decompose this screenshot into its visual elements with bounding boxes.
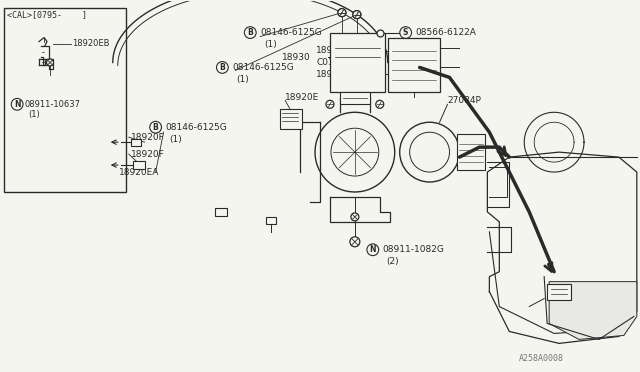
Circle shape <box>410 132 449 172</box>
Circle shape <box>350 237 360 247</box>
Bar <box>216 208 227 216</box>
Text: N: N <box>369 245 376 254</box>
Circle shape <box>315 112 395 192</box>
Text: A258A0008: A258A0008 <box>519 355 564 363</box>
Polygon shape <box>488 152 637 343</box>
Circle shape <box>351 213 359 221</box>
Text: 18920EA: 18920EA <box>119 167 159 177</box>
Text: 08911-10637: 08911-10637 <box>24 100 80 109</box>
Text: 08146-6125G: 08146-6125G <box>260 28 322 37</box>
Text: 18920EB: 18920EB <box>72 39 109 48</box>
Bar <box>4 8 125 192</box>
Text: B: B <box>248 28 253 37</box>
Text: (1): (1) <box>28 110 40 119</box>
Circle shape <box>47 59 54 66</box>
Text: 08146-6125G: 08146-6125G <box>166 123 227 132</box>
Text: 18910: 18910 <box>316 70 345 79</box>
Circle shape <box>400 122 460 182</box>
Bar <box>280 109 302 129</box>
Text: 18920F: 18920F <box>131 133 164 142</box>
Text: (2): (2) <box>387 257 399 266</box>
Circle shape <box>353 11 361 19</box>
Bar <box>547 283 571 299</box>
Polygon shape <box>549 282 637 339</box>
Text: B: B <box>153 123 159 132</box>
Text: 08911-1082G: 08911-1082G <box>383 245 445 254</box>
Text: N: N <box>14 100 20 109</box>
Text: (1): (1) <box>170 135 182 144</box>
Bar <box>340 92 370 104</box>
Bar <box>458 134 485 170</box>
Text: (1): (1) <box>264 40 277 49</box>
Circle shape <box>331 128 379 176</box>
Text: 08566-6122A: 08566-6122A <box>415 28 477 37</box>
Text: 08146-6125G: 08146-6125G <box>232 63 294 72</box>
Bar <box>131 139 141 146</box>
Circle shape <box>338 9 346 17</box>
Bar <box>388 38 440 92</box>
Text: S: S <box>403 28 408 37</box>
Circle shape <box>326 100 334 108</box>
Bar <box>266 217 276 224</box>
Circle shape <box>338 9 346 17</box>
Text: 18991: 18991 <box>316 46 345 55</box>
Text: <CAL>[0795-    ]: <CAL>[0795- ] <box>7 10 87 19</box>
Circle shape <box>376 100 384 108</box>
Text: 27084P: 27084P <box>447 96 481 105</box>
Text: (1): (1) <box>236 75 249 84</box>
Text: 18930: 18930 <box>282 53 311 62</box>
Bar <box>132 161 145 169</box>
Text: 18920E: 18920E <box>285 93 319 102</box>
Bar <box>330 33 385 92</box>
Text: C0198-: C0198- <box>316 58 349 67</box>
Text: 1: 1 <box>363 58 369 67</box>
Text: (2): (2) <box>420 40 432 49</box>
Circle shape <box>353 11 361 19</box>
Text: B: B <box>220 63 225 72</box>
Text: 18920F: 18920F <box>131 150 164 158</box>
